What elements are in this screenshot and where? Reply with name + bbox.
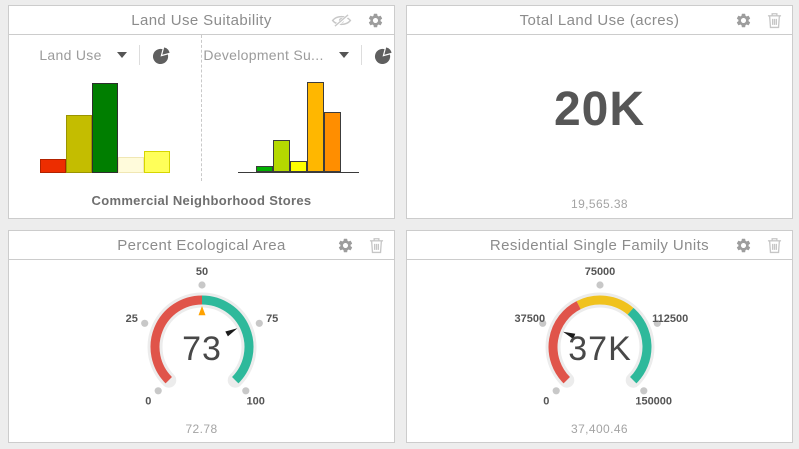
gauge-value: 73 (182, 330, 222, 368)
panel-header: Land Use Suitability (9, 6, 394, 35)
gauge-needle (224, 328, 237, 337)
development-suitability-field-dropdown[interactable]: Development Su... (203, 47, 349, 63)
pie-chart-icon[interactable] (374, 46, 393, 65)
pie-chart-icon[interactable] (152, 46, 171, 65)
bar-segment (92, 83, 118, 173)
gauge-body: 0 37500 75000 112500 150000 37K 37,400.46 (407, 260, 792, 444)
total-land-use-value: 20K (553, 82, 646, 136)
total-land-use-exact-value: 19,565.38 (571, 197, 628, 211)
gauge-tick-dot (241, 387, 249, 395)
chart-caption: Commercial Neighborhood Stores (91, 193, 312, 208)
gauge-tick-dot (595, 281, 604, 289)
panel-title: Total Land Use (acres) (519, 11, 680, 29)
gauge-value: 37K (568, 330, 632, 368)
gauge-tick-label: 100 (246, 396, 264, 408)
gear-icon[interactable] (367, 12, 384, 29)
panel-title: Residential Single Family Units (489, 236, 710, 254)
panel-residential-single-family-units: Residential Single Family Units 0 37500 75… (406, 230, 793, 443)
gauge-tick-label: 75 (266, 313, 278, 325)
trash-icon[interactable] (767, 237, 782, 254)
gauge-tick-label: 0 (145, 396, 151, 408)
toolbar-divider (360, 45, 362, 65)
bar-segment (118, 156, 144, 173)
gauge-tick-dot (653, 319, 661, 327)
percent-ecological-exact-value: 72.78 (185, 422, 218, 436)
gauge-body: 0 25 50 75 100 73 72.78 (9, 260, 394, 444)
panel-title: Land Use Suitability (131, 11, 272, 29)
bar-segment (323, 111, 341, 172)
gauge-tick-label: 75000 (584, 266, 615, 278)
gauge-percent-ecological: 0 25 50 75 100 73 (125, 266, 278, 408)
gauge-tick-label: 25 (125, 313, 137, 325)
toolbar-divider (138, 45, 140, 65)
panel-land-use-suitability: Land Use Suitability (8, 5, 395, 219)
gauge-needle (562, 331, 575, 339)
gauge-segment (576, 295, 633, 315)
gauge-tick-dot (140, 319, 148, 327)
chart-pane-development-suitability: Development Su... (201, 35, 394, 181)
gauge-tick-label: 150000 (635, 396, 672, 408)
bar-segment (66, 115, 92, 173)
chart-toolbar: Development Su... (203, 43, 392, 67)
gauge-tick-label: 0 (543, 396, 549, 408)
gear-icon[interactable] (735, 237, 752, 254)
header-icons (337, 231, 384, 259)
dropdown-label: Land Use (39, 47, 102, 63)
bar-segment (144, 151, 170, 173)
header-icons (735, 6, 782, 34)
bar-segment (306, 82, 324, 172)
chevron-down-icon (116, 52, 127, 58)
trash-icon[interactable] (767, 12, 782, 29)
gauge-target-marker (198, 306, 205, 316)
panel-header: Percent Ecological Area (9, 231, 394, 260)
bar-segment (255, 165, 273, 172)
dropdown-label: Development Su... (203, 47, 324, 63)
trash-icon[interactable] (369, 237, 384, 254)
bar-chart-land-use (40, 83, 170, 173)
gauge-tick-label: 37500 (514, 313, 545, 325)
gear-icon[interactable] (735, 12, 752, 29)
gauge-tick-dot (639, 387, 647, 395)
gauge-segment (626, 307, 651, 384)
gear-icon[interactable] (337, 237, 354, 254)
gauge-tick-dot (552, 387, 560, 395)
panel-percent-ecological-area: Percent Ecological Area 0 25 50 75 100 73 72.… (8, 230, 395, 443)
panel-header: Total Land Use (acres) (407, 6, 792, 35)
gauge-segment (150, 295, 202, 384)
chart-pane-land-use: Land Use (9, 35, 201, 181)
chart-toolbar: Land Use (39, 43, 170, 67)
bar-chart-development-suitability (237, 82, 359, 173)
residential-exact-value: 37,400.46 (571, 422, 628, 436)
gauge-segment (201, 295, 253, 384)
panel-title: Percent Ecological Area (117, 236, 286, 254)
gauge-residential-units: 0 37500 75000 112500 150000 37K (514, 266, 688, 408)
gauge-tick-dot (255, 319, 263, 327)
chevron-down-icon (338, 52, 349, 58)
gauge-tick-label: 112500 (652, 313, 688, 325)
value-body: 20K 19,565.38 (407, 35, 792, 219)
bar-segment (40, 158, 66, 173)
header-icons (331, 6, 384, 34)
gauge-segment (548, 301, 581, 384)
header-icons (735, 231, 782, 259)
bar-segment (272, 139, 290, 172)
panel-header: Residential Single Family Units (407, 231, 792, 260)
land-use-field-dropdown[interactable]: Land Use (39, 47, 127, 63)
dual-chart-body: Land Use (9, 35, 394, 181)
gauge-tick-dot (538, 319, 546, 327)
gauge-tick-dot (154, 387, 162, 395)
gauge-tick-dot (197, 281, 206, 289)
visibility-off-icon[interactable] (331, 13, 352, 28)
gauge-tick-label: 50 (195, 266, 207, 278)
bar-segment (289, 161, 307, 172)
panel-total-land-use: Total Land Use (acres) 20K 19,565.38 (406, 5, 793, 219)
